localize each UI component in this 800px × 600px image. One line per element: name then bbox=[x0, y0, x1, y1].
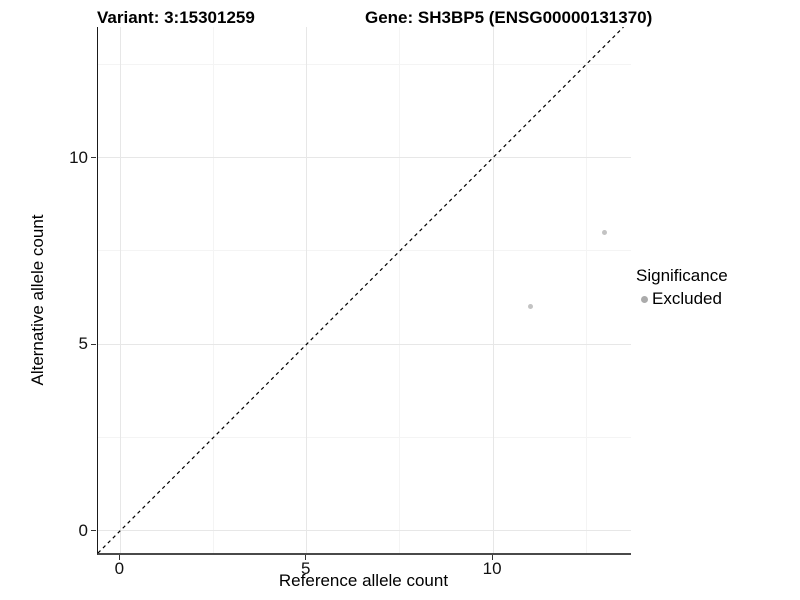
legend-item-excluded: Excluded bbox=[636, 289, 728, 309]
legend-key-dot-icon bbox=[641, 295, 648, 303]
plot-panel bbox=[97, 27, 631, 555]
x-tick-mark bbox=[305, 555, 307, 560]
x-gridline-major bbox=[119, 27, 121, 553]
identity-dashed-line bbox=[98, 27, 624, 553]
x-gridline-minor bbox=[399, 27, 401, 553]
data-point bbox=[527, 304, 533, 310]
y-tick-mark bbox=[90, 157, 96, 159]
x-axis-title: Reference allele count bbox=[278, 571, 449, 590]
data-point bbox=[602, 229, 608, 235]
y-gridline-minor bbox=[98, 250, 631, 252]
x-tick-label: 5 bbox=[300, 559, 311, 578]
y-tick-label: 0 bbox=[78, 520, 88, 540]
y-tick-mark bbox=[90, 530, 96, 532]
x-gridline-minor bbox=[213, 27, 215, 553]
x-tick-mark bbox=[118, 555, 120, 560]
x-gridline-major bbox=[306, 27, 308, 553]
y-tick-label: 10 bbox=[69, 147, 88, 167]
plot-title-gene: Gene: SH3BP5 (ENSG00000131370) bbox=[365, 8, 653, 27]
y-gridline-minor bbox=[98, 436, 631, 438]
plot-panel-inner bbox=[98, 27, 631, 553]
x-tick-label: 0 bbox=[114, 559, 125, 578]
x-gridline-minor bbox=[585, 27, 587, 553]
y-tick-mark bbox=[90, 343, 96, 345]
x-tick-mark bbox=[491, 555, 493, 560]
legend: Significance Excluded bbox=[636, 266, 728, 309]
x-gridline-major bbox=[492, 27, 494, 553]
y-gridline-major bbox=[98, 343, 631, 345]
y-gridline-major bbox=[98, 157, 631, 159]
legend-title: Significance bbox=[636, 266, 728, 285]
y-gridline-major bbox=[98, 530, 631, 532]
legend-item-label: Excluded bbox=[652, 289, 722, 308]
y-tick-label: 5 bbox=[78, 334, 88, 354]
plot-title-variant: Variant: 3:15301259 bbox=[97, 8, 255, 27]
y-gridline-minor bbox=[98, 63, 631, 65]
x-tick-label: 10 bbox=[482, 559, 502, 578]
y-axis-title: Alternative allele count bbox=[28, 214, 47, 386]
